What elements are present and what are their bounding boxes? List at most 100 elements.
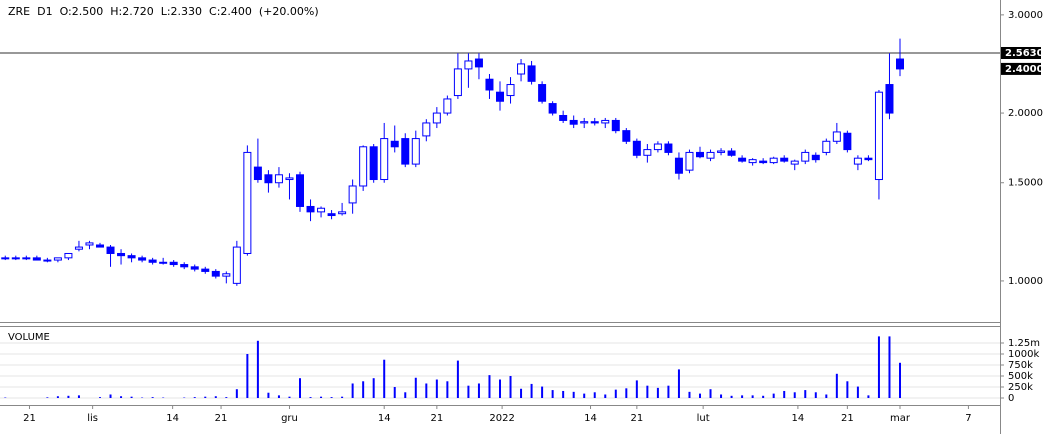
candle-body [380,138,389,181]
candle-body [674,157,683,174]
candle-body [464,60,473,70]
x-tick-label: mar [890,413,911,424]
candle-body [474,58,483,68]
candle-body [485,78,494,91]
candle-body [390,140,399,148]
candle-body [201,268,210,272]
candle-body [264,174,273,184]
x-tick-label: lut [697,413,710,424]
x-tick-label: 21 [630,413,643,424]
y-tick-label: 0 [1008,393,1014,404]
candle-body [74,246,83,250]
candle-body [274,174,283,184]
candle-body [896,58,904,70]
panel-title: VOLUME [8,332,50,343]
x-tick-label: 14 [792,413,805,424]
candle-body [306,205,315,213]
candle-body [569,119,578,125]
y-tick-label: 500k [1008,371,1033,382]
candle-body [138,257,147,261]
x-tick-label: 7 [965,413,971,424]
candle-body [411,138,420,165]
candle-body [159,261,168,264]
x-tick-label: 21 [430,413,443,424]
candle-body [853,157,862,165]
candle-body [117,252,126,257]
candle-body [653,143,662,151]
candle-body [211,270,220,277]
candle-body [727,150,736,156]
candle-body [738,157,747,162]
y-tick-label: 1.0000 [1008,276,1043,287]
candle-body [717,150,726,153]
candle-body [64,252,73,259]
x-tick-label: gru [281,413,298,424]
candle-body [169,261,178,266]
candle-body [338,211,347,215]
candle-body [296,174,304,207]
candle-body [148,259,157,263]
y-tick-label: 1000k [1008,349,1039,360]
candle-body [232,246,241,284]
x-tick-label: 21 [23,413,36,424]
candle-body [517,63,526,75]
y-tick-label: 1.25m [1008,338,1040,349]
candle-body [190,266,199,270]
candle-body [1,257,10,260]
candle-body [822,140,831,153]
y-tick-label: 750k [1008,360,1033,371]
x-tick-label: 14 [378,413,391,424]
candle-body [706,151,715,159]
candle-body [643,149,652,156]
chart-title: ZRE D1 O:2.500 H:2.720 L:2.330 C:2.400 (… [8,5,319,18]
candle-body [317,207,326,213]
candle-body [611,119,620,132]
candle-body [453,68,462,97]
candle-body [106,246,115,254]
candle-body [769,157,778,164]
candle-body [32,257,41,261]
candle-body [253,166,262,181]
candle-body [801,151,810,162]
candle-body [759,160,768,164]
candle-body [538,84,547,102]
candle-body [685,151,694,171]
y-tick-label: 1.5000 [1008,178,1043,189]
candle-body [359,146,368,187]
x-tick-label: lis [87,413,98,424]
candle-body [11,257,20,260]
candle-body [780,157,789,162]
candle-body [622,130,631,142]
candle-body [590,121,599,124]
x-tick-label: 14 [166,413,179,424]
x-tick-label: 2022 [489,413,514,424]
candle-body [369,146,378,181]
candle-body [22,257,31,260]
candle-body [496,91,504,102]
y-tick-label: 2.0000 [1008,108,1043,119]
candle-body [664,143,673,153]
candle-body [85,242,94,246]
candle-body [832,131,841,142]
candle-body [843,132,852,151]
candle-body [864,157,873,161]
candle-body [285,177,294,181]
candle-body [327,213,336,217]
y-tick-label: 250k [1008,382,1033,393]
candle-body [243,151,252,254]
candle-body [559,114,568,121]
candle-body [222,273,231,277]
price-label-box [1001,62,1041,75]
candle-body [632,140,641,156]
candle-body [874,91,883,181]
x-tick-label: 21 [841,413,854,424]
candle-body [348,185,357,204]
candle-body [127,255,136,259]
candle-body [580,121,589,124]
price-label: 2.5630 [1005,48,1044,59]
candle-body [96,244,104,248]
candle-body [527,65,536,82]
price-label: 2.4000 [1005,64,1044,75]
